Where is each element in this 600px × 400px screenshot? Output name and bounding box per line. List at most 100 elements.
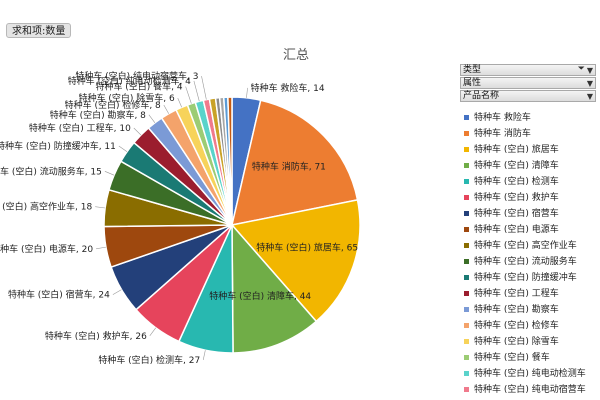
legend-item[interactable]: 特种车 (空白) 检测车 xyxy=(464,174,598,190)
filter-product-name[interactable]: 产品名称 ▼ xyxy=(460,90,596,102)
legend-item[interactable]: 特种车 (空白) 高空作业车 xyxy=(464,238,598,254)
legend-item[interactable]: 特种车 消防车 xyxy=(464,126,598,142)
pie-chart: 特种车 救险车, 14 特种车 消防车, 71 特种车 (空白) 旅居车, 65 特种… xyxy=(0,70,361,366)
chevron-down-icon[interactable]: ▼ xyxy=(586,79,593,88)
data-label: 特种车 (空白) 防撞缓冲车, 11 xyxy=(0,140,116,152)
legend-swatch xyxy=(464,259,469,264)
chevron-down-icon[interactable]: ▼ xyxy=(586,66,593,75)
legend-swatch xyxy=(464,243,469,248)
filter-attribute[interactable]: 属性 ▼ xyxy=(460,77,596,89)
legend-item[interactable]: 特种车 (空白) 除雪车 xyxy=(464,334,598,350)
legend-item[interactable]: 特种车 (空白) 检修车 xyxy=(464,318,598,334)
leader-line xyxy=(202,350,206,361)
filter-type[interactable]: 类型 ⏷ ▼ xyxy=(460,64,596,76)
pie-slice[interactable] xyxy=(227,96,233,226)
legend-item[interactable]: 特种车 (空白) 电源车 xyxy=(464,222,598,238)
leader-line xyxy=(96,246,106,250)
data-label: 特种车 (空白) 除雪车, 6 xyxy=(79,92,175,104)
legend-item[interactable]: 特种车 (空白) 勘察车 xyxy=(464,302,598,318)
leader-line xyxy=(149,327,157,337)
legend-label: 特种车 (空白) 清障车 xyxy=(474,161,559,171)
legend-item[interactable]: 特种车 (空白) 流动服务车 xyxy=(464,254,598,270)
data-label: 特种车 (空白) 流动服务车, 15 xyxy=(0,165,102,177)
data-label: 特种车 (空白) 高空作业车, 18 xyxy=(0,201,92,213)
data-label: 特种车 (空白) 纯电动检测车, 4 xyxy=(68,75,191,87)
data-label: 特种车 (空白) 旅居车, 65 xyxy=(256,241,358,253)
legend-item[interactable]: 特种车 (空白) 救护车 xyxy=(464,190,598,206)
leader-line xyxy=(118,145,128,152)
legend-label: 特种车 消防车 xyxy=(474,129,531,139)
legend-swatch xyxy=(464,227,469,232)
legend-item[interactable]: 特种车 (空白) 防撞缓冲车 xyxy=(464,270,598,286)
data-label: 特种车 (空白) 清障车, 44 xyxy=(209,290,311,302)
legend-swatch xyxy=(464,131,469,136)
legend-swatch xyxy=(464,211,469,216)
legend-item[interactable]: 特种车 (空白) 纯电动宿营车 xyxy=(464,382,598,398)
legend-swatch xyxy=(464,339,469,344)
legend-swatch xyxy=(464,307,469,312)
legend-swatch xyxy=(464,275,469,280)
legend-label: 特种车 (空白) 防撞缓冲车 xyxy=(474,273,577,283)
data-label: 特种车 (空白) 检修车, 8 xyxy=(65,99,161,111)
data-label: 特种车 (空白) 电源车, 20 xyxy=(0,243,93,255)
legend-label: 特种车 (空白) 勘察车 xyxy=(474,305,559,315)
leader-line xyxy=(193,80,200,102)
legend-label: 特种车 (空白) 电源车 xyxy=(474,225,559,235)
filter-type-label: 类型 xyxy=(463,65,482,75)
data-label: 特种车 救险车, 14 xyxy=(251,82,325,94)
legend-label: 特种车 (空白) 流动服务车 xyxy=(474,257,577,267)
legend-item[interactable]: 特种车 (空白) 纯电动检测车 xyxy=(464,366,598,382)
legend-label: 特种车 (空白) 纯电动宿营车 xyxy=(474,385,586,395)
legend-swatch xyxy=(464,163,469,168)
legend-label: 特种车 (空白) 检测车 xyxy=(474,177,559,187)
legend-label: 特种车 (空白) 高空作业车 xyxy=(474,241,577,251)
leader-line xyxy=(133,127,142,136)
legend-swatch xyxy=(464,195,469,200)
leader-line xyxy=(185,86,192,104)
funnel-icon[interactable]: ⏷ xyxy=(577,64,585,74)
data-label: 特种车 (空白) 救护车, 26 xyxy=(45,330,147,342)
legend-swatch xyxy=(464,147,469,152)
data-label: 特种车 消防车, 71 xyxy=(252,161,326,173)
leader-line xyxy=(177,97,182,108)
filter-panel: 类型 ⏷ ▼ 属性 ▼ 产品名称 ▼ xyxy=(460,64,596,103)
legend-item[interactable]: 特种车 救险车 xyxy=(464,110,598,126)
legend-label: 特种车 (空白) 纯电动检测车 xyxy=(474,369,586,379)
data-label: 特种车 (空白) 宿营车, 24 xyxy=(8,289,110,301)
chart-title: 汇总 xyxy=(283,48,310,63)
leader-line xyxy=(112,289,122,295)
legend-item[interactable]: 特种车 (空白) 清障车 xyxy=(464,158,598,174)
leader-line xyxy=(163,104,170,114)
pie-slice[interactable] xyxy=(231,99,359,226)
legend-swatch xyxy=(464,179,469,184)
legend-swatch xyxy=(464,371,469,376)
legend-swatch xyxy=(464,387,469,392)
legend-label: 特种车 (空白) 宿营车 xyxy=(474,209,559,219)
chevron-down-icon[interactable]: ▼ xyxy=(586,92,593,101)
value-field-button[interactable]: 求和项:数量 xyxy=(6,23,72,38)
legend-label: 特种车 (空白) 旅居车 xyxy=(474,145,559,155)
leader-line xyxy=(104,171,115,176)
leader-line xyxy=(246,87,248,98)
legend-label: 特种车 救险车 xyxy=(474,113,531,123)
data-label: 特种车 (空白) 纯电动宿营车, 3 xyxy=(75,70,198,82)
filter-product-name-label: 产品名称 xyxy=(463,91,500,101)
legend-swatch xyxy=(464,291,469,296)
pie-slice[interactable] xyxy=(231,222,318,354)
legend-label: 特种车 (空白) 除雪车 xyxy=(474,337,559,347)
legend-swatch xyxy=(464,355,469,360)
data-label: 特种车 (空白) 勘察车, 8 xyxy=(50,109,146,121)
legend-label: 特种车 (空白) 工程车 xyxy=(474,289,559,299)
filter-attribute-label: 属性 xyxy=(463,78,482,88)
data-label: 特种车 (空白) 工程车, 10 xyxy=(29,122,131,134)
data-label: 特种车 (空白) 餐车, 4 xyxy=(95,81,182,93)
pie-slice[interactable] xyxy=(230,198,361,323)
legend-item[interactable]: 特种车 (空白) 宿营车 xyxy=(464,206,598,222)
chart-legend: 特种车 救险车 特种车 消防车 特种车 (空白) 旅居车 特种车 (空白) 清障车 特种… xyxy=(464,110,598,398)
data-label: 特种车 (空白) 检测车, 27 xyxy=(98,354,200,366)
legend-label: 特种车 (空白) 餐车 xyxy=(474,353,550,363)
legend-item[interactable]: 特种车 (空白) 餐车 xyxy=(464,350,598,366)
legend-item[interactable]: 特种车 (空白) 旅居车 xyxy=(464,142,598,158)
legend-item[interactable]: 特种车 (空白) 工程车 xyxy=(464,286,598,302)
legend-label: 特种车 (空白) 救护车 xyxy=(474,193,559,203)
